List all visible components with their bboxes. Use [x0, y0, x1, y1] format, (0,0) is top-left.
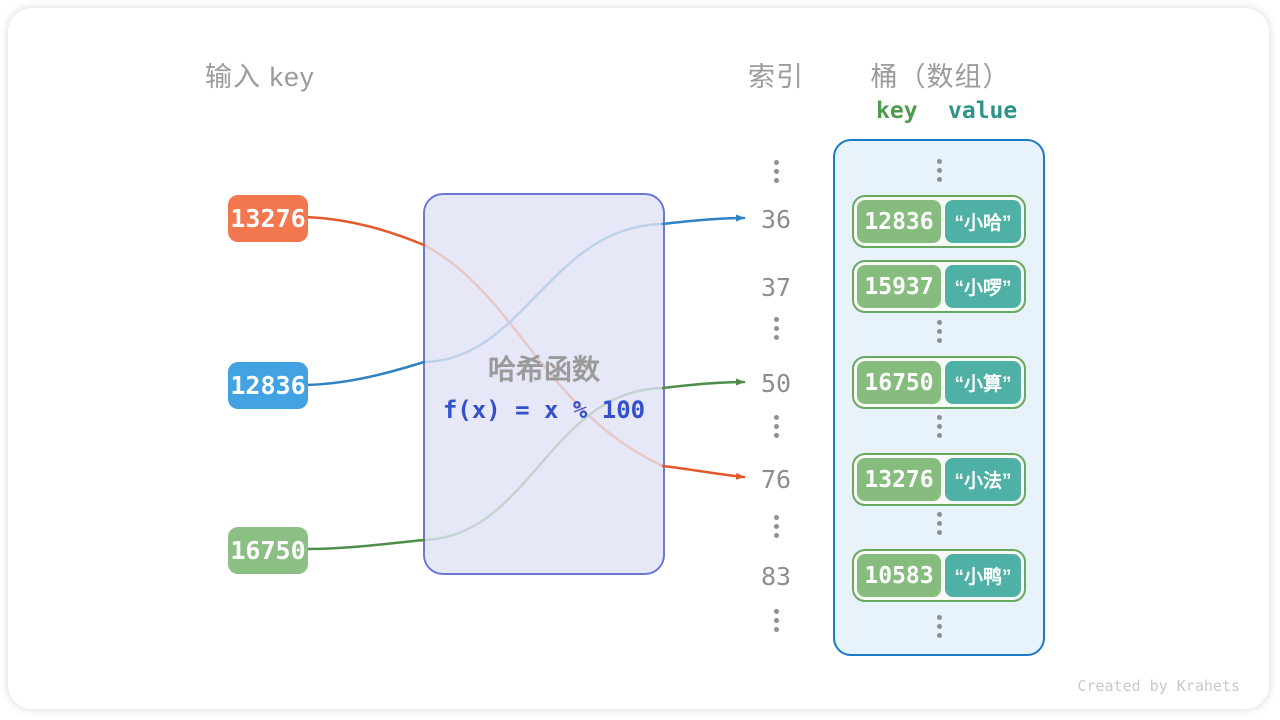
bucket-value: “小鸭”: [945, 554, 1021, 597]
bucket-title: 桶（数组）: [870, 62, 1011, 92]
hash-function-box: [423, 193, 665, 575]
bucket-row-12836: 12836 “小哈”: [852, 195, 1026, 248]
bucket-row-15937: 15937 “小啰”: [852, 260, 1026, 313]
vertical-ellipsis-icon: [929, 320, 949, 343]
bucket-value: “小啰”: [945, 265, 1021, 308]
bucket-key: 10583: [857, 554, 941, 597]
input-key-16750: 16750: [228, 527, 308, 574]
vertical-ellipsis-icon: [929, 512, 949, 535]
index-37: 37: [760, 273, 792, 302]
value-column-label: value: [948, 98, 1018, 124]
bucket-key: 13276: [857, 458, 941, 501]
bucket-row-16750: 16750 “小算”: [852, 356, 1026, 409]
bucket-value: “小法”: [945, 458, 1021, 501]
vertical-ellipsis-icon: [766, 160, 786, 183]
index-title: 索引: [748, 62, 804, 92]
bucket-value: “小哈”: [945, 200, 1021, 243]
watermark: Created by Krahets: [1077, 677, 1240, 695]
vertical-ellipsis-icon: [929, 615, 949, 638]
bucket-row-13276: 13276 “小法”: [852, 453, 1026, 506]
index-76: 76: [760, 465, 792, 494]
bucket-key: 16750: [857, 361, 941, 404]
input-key-12836: 12836: [228, 362, 308, 409]
index-50: 50: [760, 369, 792, 398]
vertical-ellipsis-icon: [766, 415, 786, 438]
vertical-ellipsis-icon: [766, 317, 786, 340]
vertical-ellipsis-icon: [766, 515, 786, 538]
vertical-ellipsis-icon: [929, 159, 949, 182]
index-36: 36: [760, 205, 792, 234]
vertical-ellipsis-icon: [929, 415, 949, 438]
hash-function-title: 哈希函数: [487, 354, 600, 385]
bucket-key: 15937: [857, 265, 941, 308]
hash-function-formula: f(x) = x % 100: [442, 396, 646, 424]
bucket-value: “小算”: [945, 361, 1021, 404]
vertical-ellipsis-icon: [766, 609, 786, 632]
input-key-title: 输入 key: [205, 62, 315, 92]
bucket-key: 12836: [857, 200, 941, 243]
index-83: 83: [760, 562, 792, 591]
bucket-row-10583: 10583 “小鸭”: [852, 549, 1026, 602]
input-key-13276: 13276: [228, 195, 308, 242]
key-column-label: key: [876, 98, 918, 124]
